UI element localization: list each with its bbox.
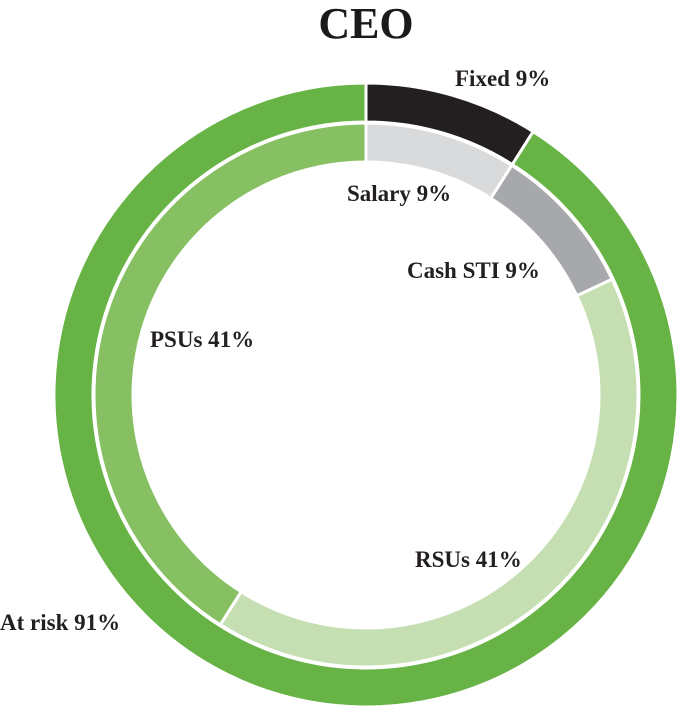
slice-at-risk [52,81,680,709]
slice-psus [92,121,368,627]
outer-ring [52,81,680,709]
label-cash-sti: Cash STI 9% [407,258,540,283]
label-psus: PSUs 41% [150,327,254,352]
label-fixed: Fixed 9% [455,66,550,91]
inner-ring [92,121,640,669]
label-salary: Salary 9% [347,181,451,206]
chart-title: CEO [318,0,413,48]
label-at-risk: At risk 91% [0,610,120,635]
label-rsus: RSUs 41% [415,547,522,572]
